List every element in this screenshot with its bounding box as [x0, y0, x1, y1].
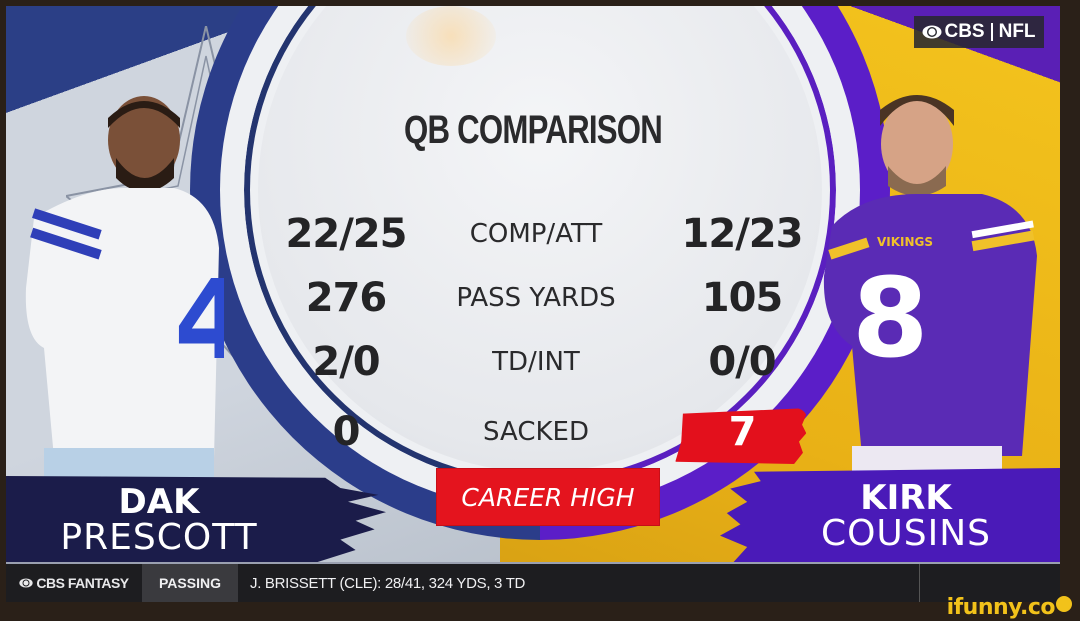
- left-stat-value: 0: [332, 409, 361, 455]
- comparison-panel: [258, 6, 822, 472]
- left-stat-value: 2/0: [312, 339, 380, 385]
- ticker-category: PASSING: [142, 564, 238, 602]
- league-label: NFL: [998, 21, 1036, 42]
- stat-label: TD/INT: [492, 347, 580, 377]
- score-ticker: CBS FANTASY PASSING J. BRISSETT (CLE): 2…: [6, 562, 1060, 602]
- player-last-name: PRESCOTT: [60, 517, 258, 558]
- right-stat-value: 12/23: [681, 211, 804, 257]
- player-first-name: DAK: [118, 482, 200, 522]
- right-stat-value: 105: [701, 275, 784, 321]
- svg-text:4: 4: [174, 256, 224, 384]
- ticker-divider: [919, 564, 920, 602]
- network-logo: CBS: [922, 21, 985, 43]
- svg-text:VIKINGS: VIKINGS: [877, 235, 933, 249]
- ticker-item: J. BRISSETT (CLE): 28/41, 324 YDS, 3 TD: [250, 574, 526, 592]
- ticker-brand: CBS FANTASY: [6, 564, 142, 602]
- stat-row-sacked: 0 SACKED 7: [6, 402, 1060, 462]
- broadcast-screen: QB COMPARISON 22/25 COMP/ATT 12/23 276 P…: [6, 6, 1060, 602]
- stat-label: PASS YARDS: [456, 283, 616, 313]
- player-name-banner-left: [6, 476, 386, 562]
- stat-row-pass-yards: 276 PASS YARDS 105: [6, 268, 1060, 328]
- right-stat-value-highlighted: 7: [728, 409, 757, 455]
- player-photo-right: VIKINGS 8: [823, 95, 1037, 486]
- career-high-label: CAREER HIGH: [461, 482, 635, 512]
- light-glare: [406, 6, 496, 66]
- right-stat-value: 0/0: [708, 339, 776, 385]
- player-name-left: DAK PRESCOTT: [34, 484, 284, 556]
- smiley-icon: [1056, 595, 1072, 612]
- left-stat-value: 22/25: [285, 211, 408, 257]
- player-last-name: COUSINS: [820, 513, 992, 554]
- bug-divider: [990, 23, 993, 41]
- player-name-banner-right: [720, 468, 1060, 562]
- cbs-eye-icon: [19, 578, 34, 588]
- cbs-eye-icon: [922, 25, 942, 39]
- watermark: ifunny.co: [947, 595, 1072, 620]
- stat-row-td-int: 2/0 TD/INT 0/0: [6, 332, 1060, 392]
- player-photo-left: 4: [25, 96, 224, 478]
- stat-label: COMP/ATT: [469, 219, 603, 249]
- career-high-badge: CAREER HIGH: [436, 468, 660, 526]
- player-name-right: KIRK COUSINS: [776, 480, 1036, 552]
- stat-label: SACKED: [483, 417, 589, 447]
- left-stat-value: 276: [305, 275, 388, 321]
- stat-row-comp-att: 22/25 COMP/ATT 12/23: [6, 204, 1060, 264]
- svg-text:8: 8: [852, 254, 929, 382]
- graphic-title: QB COMPARISON: [404, 108, 663, 152]
- network-bug: CBS NFL: [914, 16, 1044, 48]
- player-first-name: KIRK: [860, 478, 952, 518]
